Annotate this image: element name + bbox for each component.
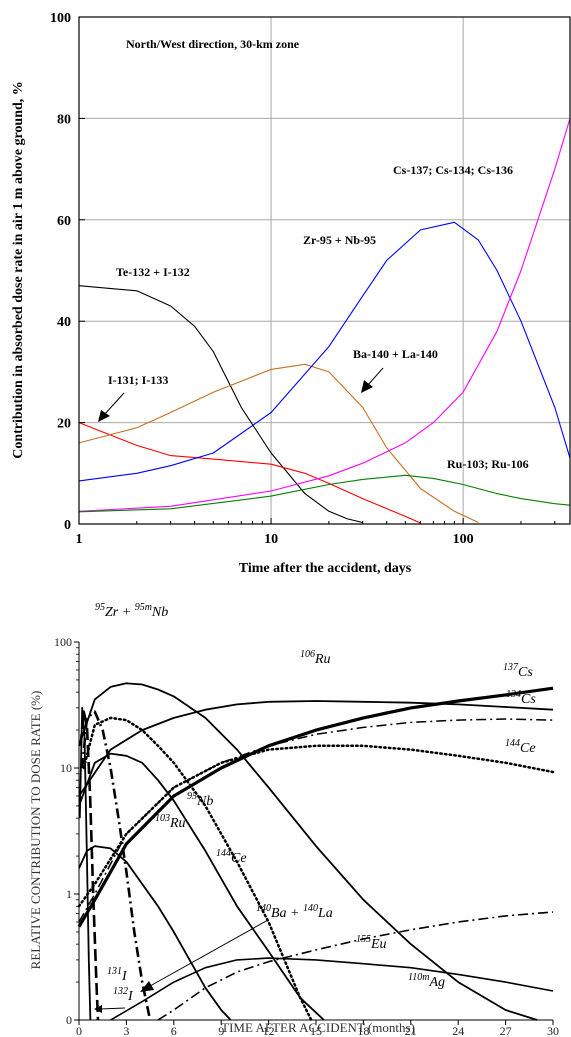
arrow-i131 xyxy=(98,392,125,422)
series-label-137cs: 137Cs xyxy=(503,662,533,680)
series-line-106ru xyxy=(78,700,554,797)
y-tick-label: 0 xyxy=(66,1013,72,1027)
y-axis-label: RELATIVE CONTRIBUTION TO DOSE RATE (%) xyxy=(28,691,43,970)
series-label-132i: 132I xyxy=(113,986,134,1004)
series-line-cs-137-cs-134-cs-136 xyxy=(78,118,571,512)
series-line-155eu xyxy=(157,911,554,1021)
series-labels: 95Zr + 95mNb 106Ru 137Cs 134Cs 144Ce 95Nb103R… xyxy=(95,602,536,1004)
tick-labels: 0 3 6 9 12 15 18 21 24 27 30 0 1 10 100 xyxy=(54,635,559,1037)
chart-lower: 0 3 6 9 12 15 18 21 24 27 30 0 1 10 100 95Zr + 95mNb 10… xyxy=(28,602,559,1037)
series-label-103ru: 103Ru xyxy=(155,813,186,831)
y-tick-label: 20 xyxy=(57,417,71,432)
plot-frame xyxy=(78,16,571,525)
x-tick-label: 9 xyxy=(218,1024,224,1037)
label-zr95-nb95: Zr-95 + Nb-95 xyxy=(303,233,376,247)
y-tick-label: 40 xyxy=(57,315,71,330)
series-line-140ba-la xyxy=(80,710,152,1021)
x-tick-label: 12 xyxy=(263,1024,275,1037)
y-axis-label: Contribution in absorbed dose rate in ai… xyxy=(11,81,26,459)
label-cs137-cs134-cs136: Cs-137; Cs-134; Cs-136 xyxy=(393,163,513,177)
chart-upper: 1 10 100 0 20 40 60 80 100 North/West direction,… xyxy=(11,11,571,576)
y-tick-label: 10 xyxy=(60,761,72,775)
x-tick-label: 6 xyxy=(171,1024,177,1037)
series-label-134cs: 134Cs xyxy=(506,689,536,707)
series-line-95nb xyxy=(82,716,313,1022)
series-line-132i xyxy=(78,707,92,1021)
series-line-110mag xyxy=(110,957,554,1021)
series-label-106ru: 106Ru xyxy=(300,649,331,667)
series-label-110mag: 110mAg xyxy=(408,972,445,990)
series-label-95zr-nb: 95Zr + 95mNb xyxy=(95,602,168,620)
series-label-144ce: 144Ce xyxy=(505,738,536,756)
series-line-144ce xyxy=(78,845,232,1021)
series-label-144ce: 144Ce xyxy=(216,848,247,866)
x-tick-label: 3 xyxy=(123,1024,129,1037)
y-tick-label: 100 xyxy=(54,635,72,649)
series-line-ba-140-la-140 xyxy=(78,363,479,523)
series-label-155eu: 155Eu xyxy=(356,934,387,952)
x-tick-label: 100 xyxy=(453,532,474,547)
chart-title: North/West direction, 30-km zone xyxy=(126,37,300,51)
x-axis-label: TIME AFTER ACCIDENT (months) xyxy=(221,1020,415,1035)
series-line-te-132-i-132 xyxy=(78,285,363,524)
label-ba140-la140: Ba-140 + La-140 xyxy=(353,347,438,361)
y-tick-label: 1 xyxy=(66,887,72,901)
arrow-ba140-la140 xyxy=(140,919,269,992)
x-tick-label: 18 xyxy=(357,1024,369,1037)
series-line-zr-95-nb-95 xyxy=(78,221,571,482)
x-tick-label: 0 xyxy=(76,1024,82,1037)
series-line-144ce xyxy=(77,744,555,908)
series-line-131i xyxy=(79,710,100,1021)
series-group xyxy=(78,118,571,524)
series-line-95zr-nb xyxy=(78,682,538,1021)
series-line-137cs xyxy=(77,686,554,928)
arrow-i131 xyxy=(94,1005,126,1013)
series-line-ru-103-ru-106 xyxy=(78,474,571,513)
y-tick-label: 60 xyxy=(57,214,71,229)
series-group xyxy=(77,682,555,1022)
label-i131-i133: I-131; I-133 xyxy=(108,373,168,387)
x-tick-label: 21 xyxy=(405,1024,417,1037)
x-tick-label: 24 xyxy=(452,1024,464,1037)
y-tick-label: 80 xyxy=(57,112,71,127)
y-tick-label: 0 xyxy=(64,518,71,533)
series-label-95nb: 95Nb xyxy=(187,791,213,809)
x-tick-label: 27 xyxy=(500,1024,512,1037)
arrow-ba140 xyxy=(361,367,384,393)
label-te132-i132: Te-132 + I-132 xyxy=(116,265,190,279)
series-label-140ba-la: 140Ba + 140La xyxy=(256,903,333,921)
x-axis-label: Time after the accident, days xyxy=(239,561,412,576)
label-ru103-ru106: Ru-103; Ru-106 xyxy=(447,457,529,471)
x-tick-label: 30 xyxy=(547,1024,559,1037)
x-tick-label: 10 xyxy=(264,532,278,547)
series-line-i-131-i-133 xyxy=(78,422,421,524)
tick-labels: 1 10 100 0 20 40 60 80 100 xyxy=(50,11,556,547)
x-tick-label: 1 xyxy=(76,532,83,547)
y-tick-label: 100 xyxy=(50,11,71,26)
series-label-131i: 131I xyxy=(107,966,128,984)
x-tick-label: 15 xyxy=(310,1024,322,1037)
